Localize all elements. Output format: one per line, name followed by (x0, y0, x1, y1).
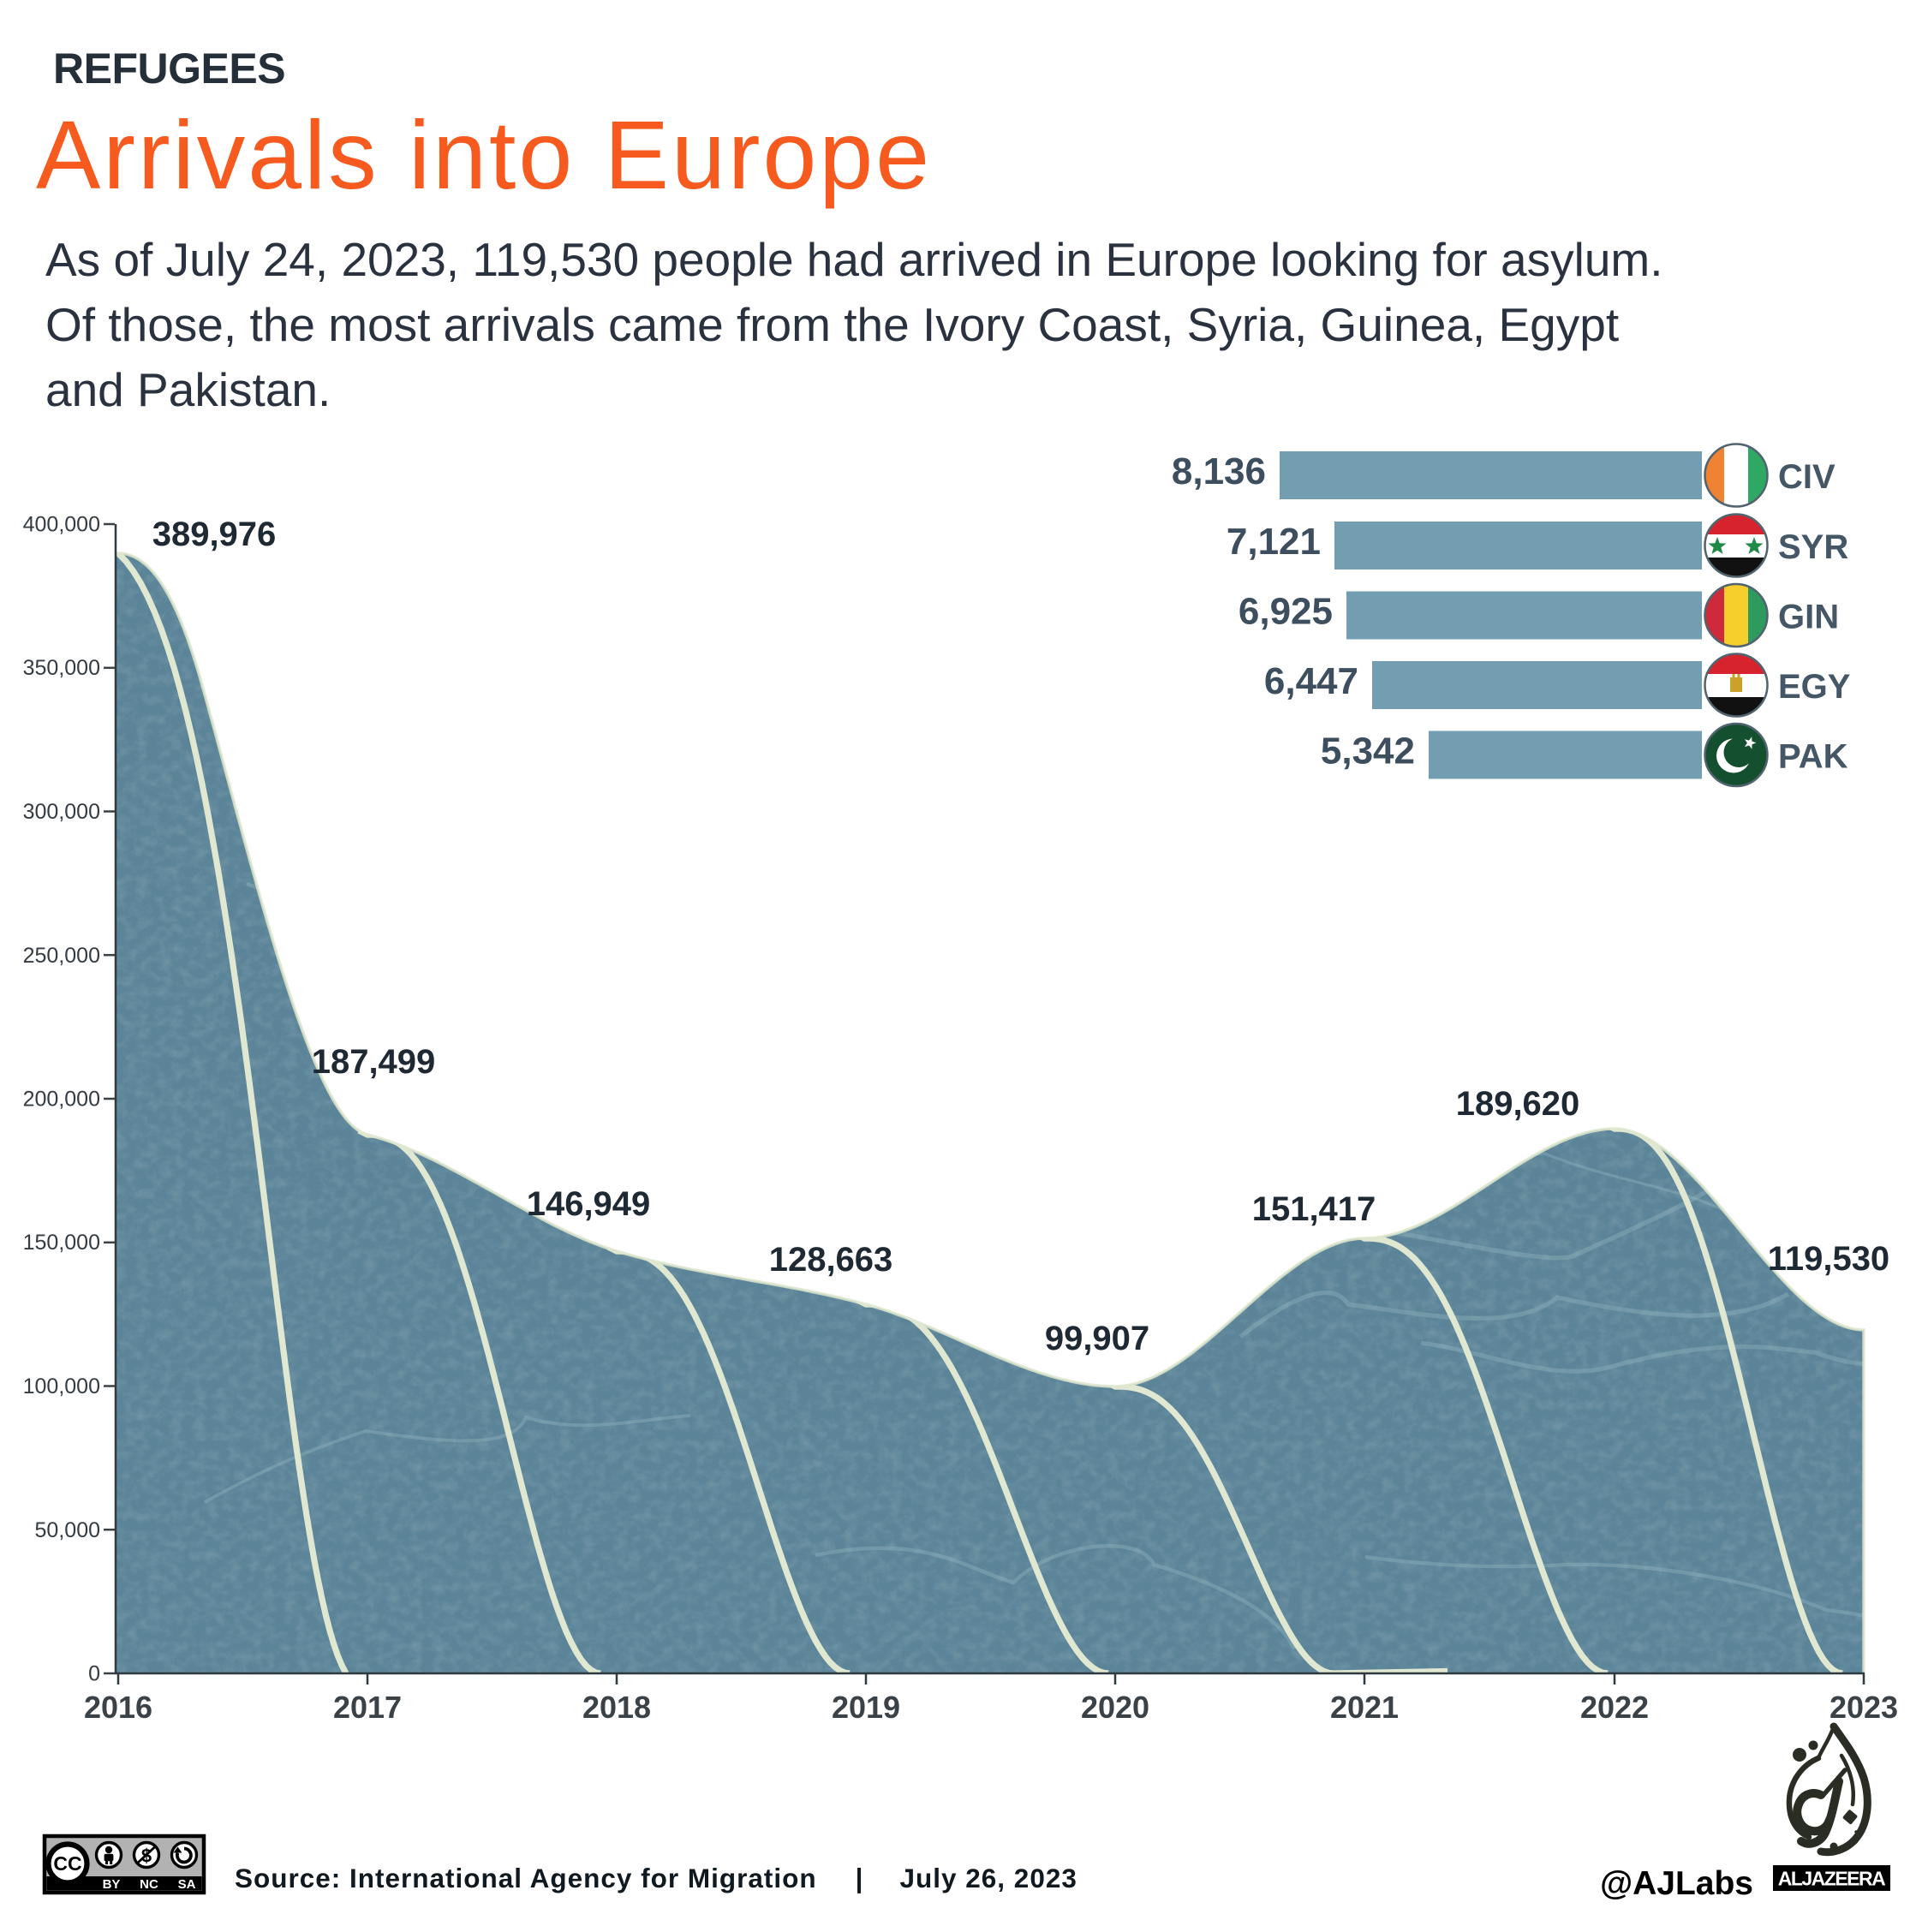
svg-text:2019: 2019 (832, 1690, 900, 1725)
svg-text:300,000: 300,000 (23, 800, 100, 824)
svg-text:As of July 24, 2023, 119,530 p: As of July 24, 2023, 119,530 people had … (45, 233, 1663, 286)
svg-text:CIV: CIV (1778, 458, 1835, 496)
svg-text:6,447: 6,447 (1264, 660, 1358, 702)
svg-text:GIN: GIN (1778, 599, 1839, 636)
svg-text:6,925: 6,925 (1239, 591, 1333, 633)
svg-text:SYR: SYR (1778, 528, 1848, 566)
svg-text:50,000: 50,000 (35, 1518, 100, 1542)
svg-text:2023: 2023 (1830, 1690, 1898, 1725)
svg-text:EGY: EGY (1778, 668, 1851, 706)
svg-text:Of those, the most arrivals ca: Of those, the most arrivals came from th… (45, 298, 1619, 351)
svg-text:389,976: 389,976 (152, 516, 277, 553)
svg-text:Arrivals into Europe: Arrivals into Europe (36, 101, 932, 209)
svg-text:ALJAZEERA: ALJAZEERA (1778, 1868, 1885, 1890)
svg-text:128,663: 128,663 (769, 1241, 893, 1279)
svg-text:2021: 2021 (1330, 1690, 1399, 1725)
svg-text:5,342: 5,342 (1321, 730, 1415, 772)
svg-text:150,000: 150,000 (23, 1231, 100, 1255)
svg-text:100,000: 100,000 (23, 1374, 100, 1398)
svg-text:189,620: 189,620 (1456, 1085, 1580, 1123)
svg-text:400,000: 400,000 (23, 513, 100, 537)
svg-text:SA: SA (178, 1877, 196, 1892)
svg-text:200,000: 200,000 (23, 1088, 100, 1112)
svg-text:@AJLabs: @AJLabs (1600, 1865, 1753, 1902)
svg-text:and Pakistan.: and Pakistan. (45, 363, 331, 416)
svg-text:NC: NC (140, 1877, 158, 1892)
svg-text:99,907: 99,907 (1045, 1320, 1149, 1357)
svg-text:2016: 2016 (84, 1690, 152, 1725)
svg-text:PAK: PAK (1778, 738, 1848, 776)
svg-text:8,136: 8,136 (1172, 450, 1266, 492)
svg-text:BY: BY (103, 1877, 121, 1892)
svg-text:0: 0 (88, 1662, 100, 1686)
svg-text:350,000: 350,000 (23, 656, 100, 680)
svg-text:250,000: 250,000 (23, 944, 100, 968)
svg-text:Source: International Agency f: Source: International Agency for Migrati… (235, 1863, 1077, 1893)
svg-text:146,949: 146,949 (527, 1185, 651, 1223)
svg-text:119,530: 119,530 (1768, 1240, 1889, 1278)
svg-text:2017: 2017 (333, 1690, 402, 1725)
svg-text:151,417: 151,417 (1252, 1190, 1376, 1228)
svg-text:REFUGEES: REFUGEES (53, 45, 285, 92)
svg-text:2020: 2020 (1081, 1690, 1149, 1725)
svg-text:CC: CC (53, 1852, 81, 1875)
svg-text:187,499: 187,499 (312, 1043, 436, 1081)
svg-text:7,121: 7,121 (1227, 521, 1321, 563)
svg-text:2018: 2018 (582, 1690, 651, 1725)
svg-text:2022: 2022 (1580, 1690, 1649, 1725)
